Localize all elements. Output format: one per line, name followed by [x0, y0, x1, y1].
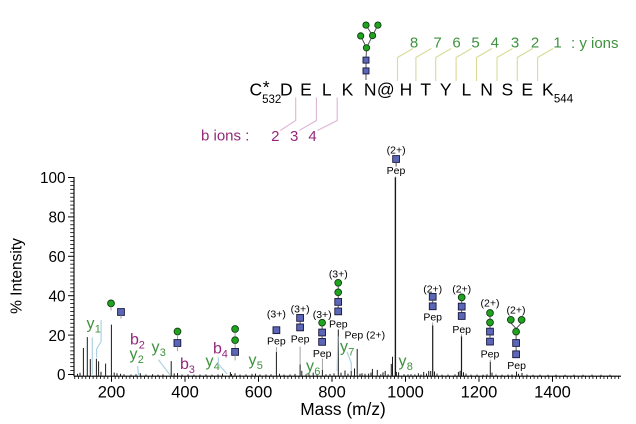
svg-text:*: *	[263, 77, 270, 97]
svg-text:b: b	[213, 341, 222, 358]
svg-text:4: 4	[308, 128, 316, 145]
svg-text:: y ions: : y ions	[571, 35, 619, 52]
svg-text:y: y	[249, 352, 257, 369]
svg-text:4: 4	[214, 361, 220, 373]
svg-text:T: T	[420, 80, 431, 100]
svg-text:6: 6	[314, 366, 320, 378]
svg-text:600: 600	[245, 384, 273, 402]
svg-text:400: 400	[171, 384, 199, 402]
svg-text:200: 200	[98, 384, 126, 402]
svg-text:N: N	[364, 80, 377, 100]
svg-text:Pep: Pep	[291, 334, 310, 346]
svg-text:6: 6	[452, 35, 460, 52]
svg-text:7: 7	[433, 35, 441, 52]
svg-text:3: 3	[511, 35, 519, 52]
svg-text:8: 8	[407, 361, 413, 373]
svg-text:0: 0	[57, 367, 66, 384]
svg-text:20: 20	[48, 328, 65, 345]
svg-text:(3+): (3+)	[267, 309, 286, 321]
svg-text:1000: 1000	[387, 384, 424, 402]
svg-text:4: 4	[491, 35, 499, 52]
svg-text:H: H	[400, 80, 413, 100]
svg-text:Pep: Pep	[329, 319, 348, 331]
svg-text:40: 40	[48, 288, 65, 305]
svg-text:5: 5	[471, 35, 479, 52]
svg-text:3: 3	[189, 364, 195, 376]
svg-text:(2+): (2+)	[423, 284, 442, 296]
svg-text:b: b	[180, 356, 189, 373]
svg-text:Pep: Pep	[387, 165, 406, 177]
svg-text:y: y	[399, 353, 407, 370]
svg-text:S: S	[502, 80, 514, 100]
svg-text:Pep: Pep	[423, 312, 442, 324]
svg-text:(3+): (3+)	[313, 309, 332, 321]
svg-text:60: 60	[48, 249, 65, 266]
svg-text:y: y	[340, 339, 348, 356]
svg-text:2: 2	[139, 340, 145, 352]
svg-text:1200: 1200	[461, 384, 498, 402]
svg-text:(2+): (2+)	[387, 145, 406, 157]
svg-text:E: E	[300, 80, 312, 100]
svg-text:E: E	[521, 80, 533, 100]
svg-text:5: 5	[257, 360, 263, 372]
svg-text:Pep: Pep	[313, 348, 332, 360]
svg-text:3: 3	[290, 128, 298, 145]
svg-text:Pep: Pep	[452, 324, 471, 336]
svg-text:(3+): (3+)	[329, 269, 348, 281]
svg-text:100: 100	[40, 170, 66, 187]
svg-text:y: y	[306, 358, 314, 375]
svg-text:Pep: Pep	[267, 336, 286, 348]
svg-text:1: 1	[95, 324, 101, 336]
svg-text:(2+): (2+)	[507, 305, 526, 317]
svg-text:K: K	[542, 80, 554, 100]
svg-text:(3+): (3+)	[291, 304, 310, 316]
svg-text:K: K	[342, 80, 354, 100]
svg-text:532: 532	[262, 94, 281, 106]
svg-text:L: L	[462, 80, 472, 100]
svg-text:b ions :: b ions :	[201, 128, 249, 145]
svg-text:Mass (m/z): Mass (m/z)	[300, 399, 385, 419]
svg-text:y: y	[87, 316, 95, 333]
svg-text:% Intensity: % Intensity	[9, 238, 26, 314]
svg-text:Pep (2+): Pep (2+)	[345, 330, 386, 342]
svg-text:C: C	[249, 80, 262, 100]
svg-text:1400: 1400	[534, 384, 571, 402]
svg-text:y: y	[206, 353, 214, 370]
svg-text:L: L	[322, 80, 332, 100]
svg-text:D: D	[280, 80, 293, 100]
svg-text:80: 80	[48, 210, 65, 227]
svg-text:8: 8	[410, 35, 418, 52]
svg-text:y: y	[130, 346, 138, 363]
svg-text:2: 2	[138, 354, 144, 366]
svg-text:7: 7	[348, 347, 354, 359]
svg-text:2: 2	[531, 35, 539, 52]
svg-text:b: b	[130, 332, 139, 349]
svg-text:Pep: Pep	[507, 360, 526, 372]
svg-text:800: 800	[318, 384, 346, 402]
svg-text:(2+): (2+)	[481, 298, 500, 310]
svg-text:Pep: Pep	[481, 349, 500, 361]
svg-text:(2+): (2+)	[452, 284, 471, 296]
svg-text:2: 2	[271, 128, 279, 145]
svg-text:N: N	[480, 80, 493, 100]
svg-text:Y: Y	[440, 80, 452, 100]
svg-text:3: 3	[160, 347, 166, 359]
svg-text:4: 4	[222, 349, 228, 361]
svg-text:@: @	[377, 80, 395, 100]
svg-text:1: 1	[553, 35, 561, 52]
svg-text:y: y	[152, 339, 160, 356]
svg-text:544: 544	[554, 94, 574, 106]
